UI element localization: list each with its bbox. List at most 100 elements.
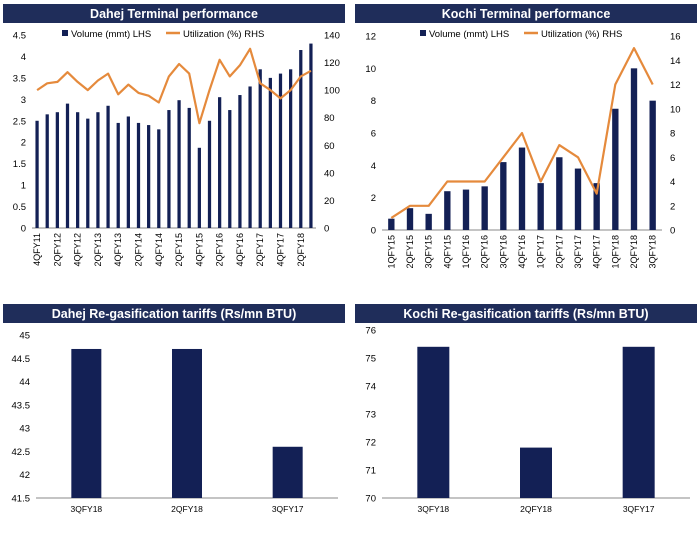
- y-right-tick-label: 40: [324, 168, 335, 179]
- y-tick-label: 42: [19, 470, 30, 481]
- volume-bar: [76, 112, 80, 228]
- y-right-tick-label: 20: [324, 196, 335, 207]
- legend-utilization-label: Utilization (%) RHS: [183, 29, 264, 40]
- volume-bar: [126, 116, 130, 228]
- y-left-tick-label: 0: [371, 226, 376, 237]
- volume-bar: [55, 112, 59, 228]
- y-left-tick-label: 1: [21, 181, 26, 192]
- utilization-line: [36, 47, 312, 125]
- y-right-tick-label: 10: [670, 104, 681, 115]
- y-tick-label: 43: [19, 424, 30, 435]
- volume-bar: [500, 162, 507, 230]
- volume-bar: [187, 107, 191, 228]
- volume-bar: [574, 168, 582, 230]
- x-tick-label: 2QFY15: [405, 235, 415, 269]
- y-tick-label: 43.5: [12, 400, 31, 411]
- dahej-performance-svg: Dahej Terminal performance Volume (mmt) L…: [3, 4, 345, 267]
- volume-bar: [593, 183, 600, 230]
- volume-bar: [177, 100, 181, 228]
- y-tick-label: 71: [365, 466, 376, 477]
- y-left-tick-label: 12: [365, 32, 376, 43]
- y-tick-label: 75: [365, 354, 376, 365]
- x-tick-label: 4QFY13: [113, 233, 123, 267]
- y-right-tick-label: 140: [324, 31, 340, 42]
- x-tick-label: 1QFY18: [610, 235, 620, 269]
- y-left-tick-label: 2.5: [13, 116, 26, 127]
- y-tick-label: 44: [19, 377, 30, 388]
- volume-bar: [116, 122, 120, 228]
- y-left-tick-label: 2: [371, 193, 376, 204]
- volume-bar: [136, 122, 141, 228]
- volume-bar: [278, 73, 283, 228]
- y-right-tick-label: 60: [324, 141, 335, 152]
- chart-title-bar: [3, 4, 345, 23]
- x-tick-label: 2QFY15: [174, 233, 184, 267]
- volume-bar: [35, 120, 39, 228]
- y-left-tick-label: 2: [21, 138, 26, 149]
- x-tick-label: 4QFY16: [235, 233, 245, 267]
- y-left-tick-label: 4.5: [13, 31, 26, 42]
- y-tick-label: 41.5: [12, 494, 31, 505]
- x-tick-label: 4QFY15: [194, 233, 204, 267]
- volume-bar: [147, 125, 151, 228]
- y-left-tick-label: 0.5: [13, 202, 26, 213]
- volume-bar: [197, 147, 201, 228]
- x-category-label: 2QFY18: [171, 504, 203, 514]
- volume-bar: [106, 105, 110, 228]
- chart-title: Kochi Re-gasification tariffs (Rs/mn BTU…: [403, 307, 648, 321]
- volume-bar: [228, 110, 232, 228]
- dahej-tariff-chart: Dahej Re-gasification tariffs (Rs/mn BTU…: [0, 300, 348, 530]
- y-left-tick-label: 8: [371, 96, 376, 107]
- y-tick-label: 70: [365, 494, 376, 505]
- chart-title: Dahej Re-gasification tariffs (Rs/mn BTU…: [52, 307, 296, 321]
- chart-title-bar: [3, 304, 345, 323]
- y-left-tick-label: 6: [371, 129, 376, 140]
- legend-volume-label: Volume (mmt) LHS: [71, 29, 151, 40]
- volume-bar: [518, 147, 526, 230]
- x-tick-label: 3QFY17: [573, 235, 583, 269]
- volume-bar: [258, 69, 262, 228]
- kochi-performance-svg: Kochi Terminal performance Volume (mmt) L…: [355, 4, 697, 269]
- volume-bar: [299, 50, 303, 229]
- y-right-tick-label: 2: [670, 201, 675, 212]
- x-tick-label: 2QFY17: [255, 233, 265, 267]
- x-tick-label: 4QFY17: [592, 235, 602, 269]
- x-tick-label: 2QFY13: [93, 233, 103, 267]
- y-left-tick-label: 3.5: [13, 73, 26, 84]
- volume-bar: [96, 112, 100, 228]
- chart-title-bar: [355, 4, 697, 23]
- kochi-tariff-chart: Kochi Re-gasification tariffs (Rs/mn BTU…: [352, 300, 700, 530]
- volume-bar: [268, 77, 272, 228]
- legend-volume-swatch: [420, 30, 426, 36]
- y-right-tick-label: 100: [324, 86, 340, 97]
- y-right-tick-label: 80: [324, 113, 335, 124]
- x-category-label: 3QFY18: [418, 504, 450, 514]
- x-tick-label: 4QFY11: [32, 233, 42, 266]
- x-tick-label: 2QFY17: [554, 235, 564, 269]
- y-left-tick-label: 10: [365, 64, 376, 75]
- y-right-tick-label: 120: [324, 58, 340, 69]
- volume-bar: [481, 186, 488, 230]
- x-tick-label: 1QFY17: [536, 235, 546, 269]
- volume-bar: [406, 208, 414, 230]
- volume-bar: [388, 218, 395, 230]
- x-tick-label: 3QFY15: [424, 235, 434, 269]
- y-right-tick-label: 12: [670, 80, 681, 91]
- x-tick-label: 4QFY17: [276, 233, 286, 267]
- volume-bar: [289, 69, 293, 228]
- y-right-tick-label: 4: [670, 177, 675, 188]
- volume-bar: [462, 189, 470, 230]
- y-left-tick-label: 4: [21, 52, 26, 63]
- tariff-bar: [520, 447, 552, 498]
- y-right-tick-label: 16: [670, 32, 681, 43]
- volume-bar: [649, 100, 656, 231]
- y-right-tick-label: 0: [670, 226, 675, 237]
- y-right-tick-label: 8: [670, 129, 675, 140]
- tariff-bar: [172, 348, 202, 498]
- y-tick-label: 76: [365, 326, 376, 337]
- x-tick-label: 3QFY18: [648, 235, 658, 269]
- y-left-tick-label: 4: [371, 161, 376, 172]
- x-tick-label: 4QFY12: [73, 233, 83, 267]
- tariff-bar: [71, 348, 102, 498]
- x-category-label: 3QFY17: [623, 504, 655, 514]
